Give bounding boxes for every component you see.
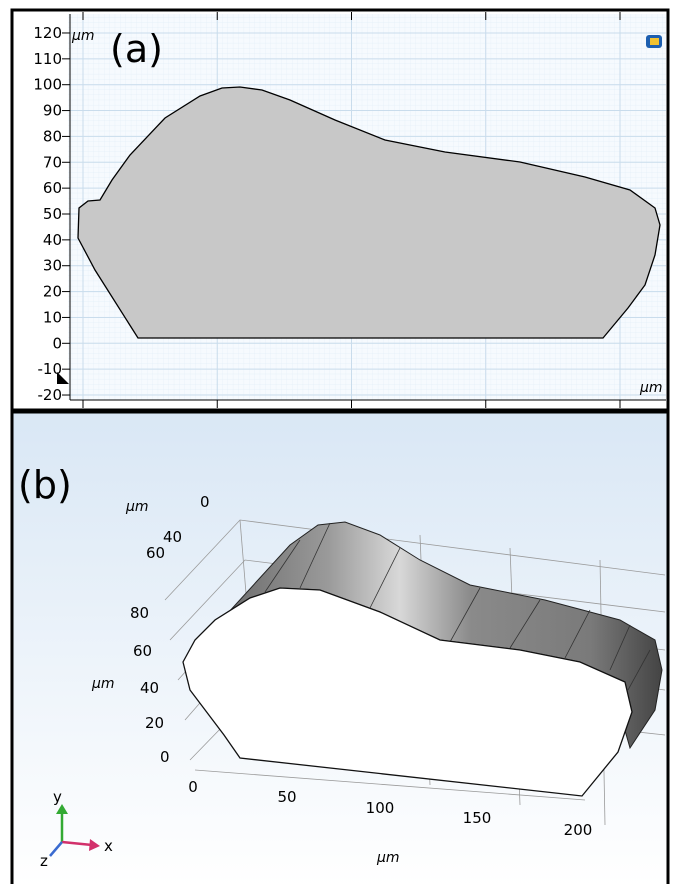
triad-label: z (40, 852, 48, 870)
tick-label: 20 (145, 714, 164, 732)
panel-label: (a) (110, 27, 163, 71)
tick-label: 60 (133, 642, 152, 660)
y-tick-label: 20 (43, 283, 62, 301)
triad-label: y (53, 788, 62, 806)
tick-label: 40 (140, 679, 159, 697)
tick-label: 80 (130, 604, 149, 622)
y-tick-label: 60 (43, 179, 62, 197)
y-tick-label: -10 (38, 360, 63, 378)
tick-label: 0 (160, 748, 170, 766)
y-tick-label: -20 (38, 386, 63, 404)
triad-label: x (104, 837, 113, 855)
tick-label: 0 (200, 493, 210, 511)
figure: (a) µm µm 1201101009080706050403020100-1… (0, 0, 679, 884)
icon (650, 38, 659, 45)
y-tick-label: 50 (43, 205, 62, 223)
y-tick-label: 30 (43, 257, 62, 275)
y-tick-label: 10 (43, 308, 62, 326)
unit-label: µm (91, 676, 115, 692)
unit-label: µm (71, 28, 95, 44)
y-tick-label: 40 (43, 231, 62, 249)
y-tick-label: 0 (52, 334, 62, 352)
y-tick-label: 120 (33, 24, 62, 42)
tick-label: 40 (163, 528, 182, 546)
y-tick-label: 110 (33, 50, 62, 68)
y-tick-label: 100 (33, 76, 62, 94)
unit-label: µm (125, 499, 149, 515)
tick-label: 60 (146, 544, 165, 562)
tick-label: 100 (366, 799, 395, 817)
tick-label: 200 (564, 821, 593, 839)
tick-label: 150 (463, 809, 492, 827)
unit-label: µm (376, 850, 400, 866)
tick-label: 0 (188, 778, 198, 796)
y-tick-label: 90 (43, 102, 62, 120)
unit-label: µm (639, 380, 663, 396)
panel-label: (b) (18, 463, 72, 507)
y-tick-label: 80 (43, 127, 62, 145)
tick-label: 50 (277, 788, 296, 806)
y-tick-label: 70 (43, 153, 62, 171)
